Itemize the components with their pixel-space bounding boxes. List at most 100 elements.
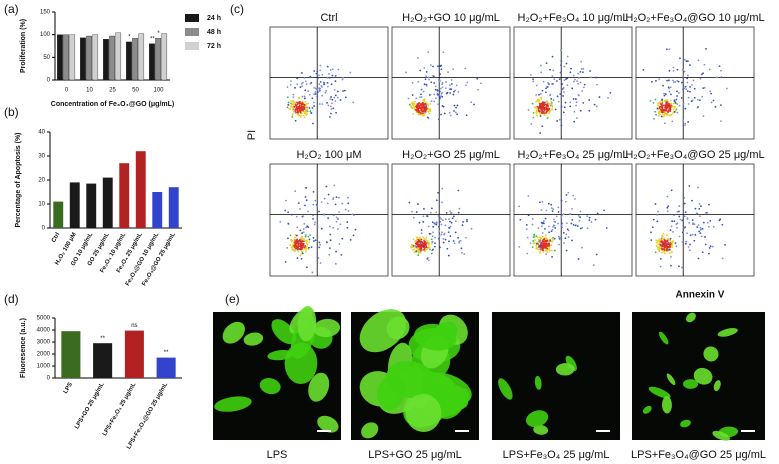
- flow-dot: [458, 240, 461, 243]
- flow-dot: [658, 112, 660, 115]
- flow-dot: [421, 110, 424, 113]
- flow-dot: [417, 254, 420, 257]
- flow-dot: [292, 103, 295, 105]
- bar: [138, 33, 145, 81]
- flow-dot: [551, 105, 554, 108]
- flow-dot: [293, 110, 295, 113]
- flow-dot: [458, 207, 461, 210]
- flow-dot: [670, 113, 673, 116]
- bar: [93, 343, 113, 378]
- flow-dot: [679, 57, 681, 60]
- y-tick-label: 4000: [37, 328, 51, 334]
- flow-dot: [705, 212, 708, 214]
- flow-dot: [423, 98, 426, 101]
- flow-dot: [312, 240, 315, 242]
- flow-dot: [411, 81, 414, 84]
- flow-dot: [675, 108, 678, 111]
- y-tick-label: 50: [43, 55, 50, 61]
- flow-dot: [538, 246, 540, 248]
- flow-dot: [415, 211, 418, 213]
- flow-dot: [433, 93, 436, 96]
- flow-dot: [305, 240, 308, 243]
- flow-dot: [327, 217, 330, 220]
- flow-dot: [303, 222, 306, 225]
- flow-dot: [461, 224, 464, 227]
- cell: [642, 405, 652, 414]
- flow-dot: [292, 243, 295, 246]
- flow-dot: [654, 203, 657, 205]
- flow-dot: [542, 238, 545, 241]
- flow-dot: [539, 247, 542, 250]
- flow-dot: [552, 208, 555, 211]
- flow-dot: [307, 90, 310, 92]
- flow-dot: [663, 237, 666, 240]
- flow-dot: [671, 220, 674, 223]
- y-tick-label: 0: [42, 226, 46, 232]
- flow-dot: [553, 218, 555, 221]
- flow-dot: [438, 237, 440, 240]
- flow-dot: [423, 207, 425, 210]
- flow-dot: [449, 225, 452, 228]
- micrograph: [492, 312, 620, 440]
- flow-dot: [304, 112, 307, 115]
- flow-dot: [566, 84, 569, 87]
- flow-dot: [312, 236, 315, 239]
- flow-dot: [304, 110, 307, 112]
- flow-dot: [418, 237, 421, 239]
- flow-dot: [427, 225, 430, 228]
- flow-dot: [550, 100, 553, 103]
- flow-dot: [551, 255, 553, 258]
- cell: [214, 396, 252, 412]
- flow-plot: [269, 26, 389, 140]
- y-tick-label: 3000: [37, 340, 51, 346]
- flow-dot: [301, 252, 304, 255]
- flow-dot: [458, 241, 461, 244]
- flow-dot: [300, 107, 303, 110]
- flow-dot: [436, 89, 439, 92]
- flow-dot: [661, 102, 664, 104]
- panel-label: (a): [4, 2, 19, 16]
- flow-dot: [292, 108, 294, 111]
- flow-dot: [672, 69, 675, 72]
- flow-dot: [342, 76, 345, 79]
- flow-dot: [533, 239, 536, 242]
- flow-dot: [315, 88, 318, 90]
- flow-dot: [289, 234, 292, 237]
- bar: [109, 35, 115, 81]
- flow-dot: [439, 90, 442, 93]
- bar: [92, 34, 99, 81]
- flow-dot: [539, 249, 542, 252]
- flow-dot: [662, 242, 665, 245]
- flow-dot: [539, 110, 542, 112]
- flow-dot: [685, 242, 687, 245]
- flow-dot: [307, 235, 310, 238]
- flow-dot: [669, 114, 671, 117]
- flow-dot: [434, 242, 436, 245]
- flow-dot: [691, 219, 694, 222]
- flow-dot: [553, 78, 556, 81]
- flow-dot: [662, 115, 665, 118]
- flow-dot: [297, 202, 300, 205]
- bar: [152, 192, 163, 228]
- flow-dot: [292, 99, 295, 102]
- flow-dot: [426, 256, 429, 259]
- flow-dot: [425, 71, 428, 73]
- flow-dot: [654, 98, 657, 101]
- flow-dot: [670, 241, 673, 244]
- flow-dot: [296, 109, 299, 112]
- flow-dot: [429, 108, 432, 111]
- flow-dot: [418, 106, 421, 109]
- flow-dot: [541, 232, 544, 234]
- flow-dot: [343, 89, 346, 92]
- flow-dot: [333, 184, 336, 187]
- flow-dot: [565, 193, 568, 196]
- flow-dot: [540, 237, 542, 240]
- flow-dot: [578, 219, 581, 222]
- flow-dot: [297, 96, 300, 99]
- bar: [63, 34, 69, 81]
- flow-dot: [708, 247, 711, 249]
- flow-dot: [287, 222, 290, 225]
- cell: [717, 328, 738, 337]
- flow-dot: [427, 110, 430, 113]
- flow-dot: [541, 222, 544, 225]
